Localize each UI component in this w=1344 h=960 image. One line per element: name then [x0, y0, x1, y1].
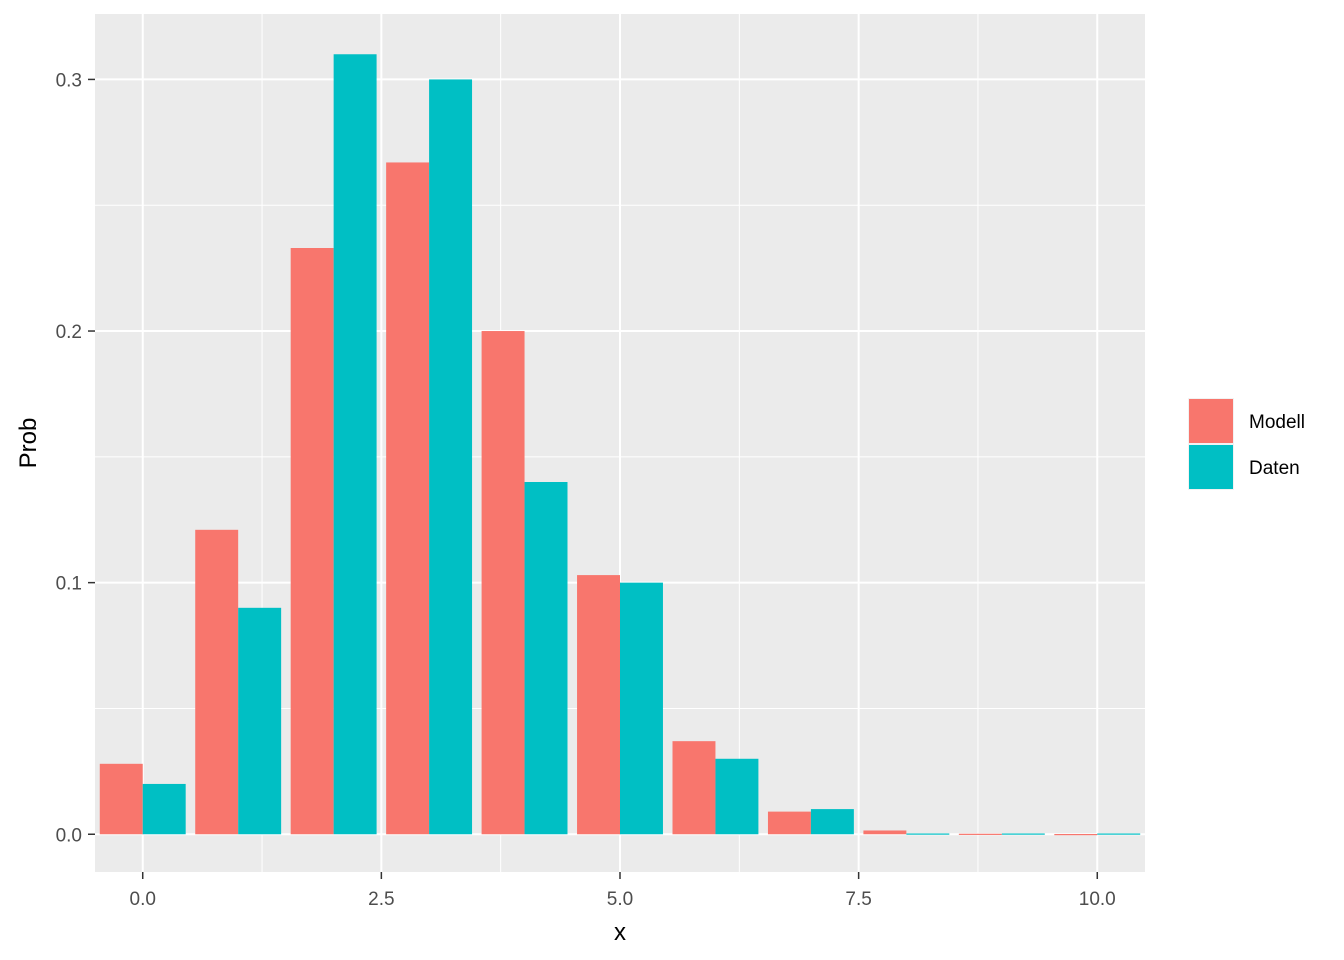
bars [99, 54, 1141, 836]
y-tick-label: 0.3 [56, 70, 82, 91]
bar-daten-7 [810, 809, 854, 835]
legend-key-modell [1189, 399, 1233, 443]
y-tick-label: 0.0 [56, 825, 82, 846]
x-tick-label: 0.0 [130, 889, 156, 910]
bar-modell-6 [672, 741, 716, 835]
bar-daten-0 [142, 783, 186, 835]
x-tick-label: 5.0 [607, 889, 633, 910]
legend: Modell Daten [1188, 398, 1305, 490]
bar-modell-3 [386, 162, 430, 835]
bar-daten-4 [524, 482, 568, 835]
x-axis: 0.0 2.5 5.0 7.5 10.0 [130, 872, 1116, 910]
bar-modell-10 [1054, 834, 1098, 836]
x-tick-label: 10.0 [1079, 889, 1116, 910]
bar-modell-9 [958, 833, 1002, 835]
bar-daten-2 [333, 54, 377, 835]
bar-daten-6 [715, 758, 759, 835]
bar-daten-9 [1001, 833, 1045, 835]
bar-daten-5 [620, 582, 663, 835]
legend-label-modell: Modell [1249, 412, 1305, 433]
x-axis-title: x [614, 919, 626, 946]
bar-modell-0 [99, 763, 143, 835]
legend-label-daten: Daten [1249, 458, 1300, 479]
bar-modell-4 [481, 331, 525, 835]
x-tick-label: 2.5 [368, 889, 394, 910]
y-axis: 0.0 0.1 0.2 0.3 [56, 70, 95, 846]
bar-modell-2 [290, 248, 334, 835]
x-tick-label: 7.5 [845, 889, 871, 910]
bar-daten-3 [429, 79, 473, 835]
bar-modell-7 [767, 811, 811, 835]
y-axis-title: Prob [15, 418, 42, 469]
legend-key-daten [1189, 445, 1233, 489]
bar-modell-8 [863, 830, 907, 835]
bar-daten-10 [1097, 833, 1141, 835]
bar-daten-8 [906, 833, 950, 835]
bar-modell-5 [577, 575, 620, 835]
y-tick-label: 0.1 [56, 574, 82, 595]
bar-modell-1 [195, 529, 239, 835]
bar-daten-1 [238, 607, 282, 835]
y-tick-label: 0.2 [56, 322, 82, 343]
